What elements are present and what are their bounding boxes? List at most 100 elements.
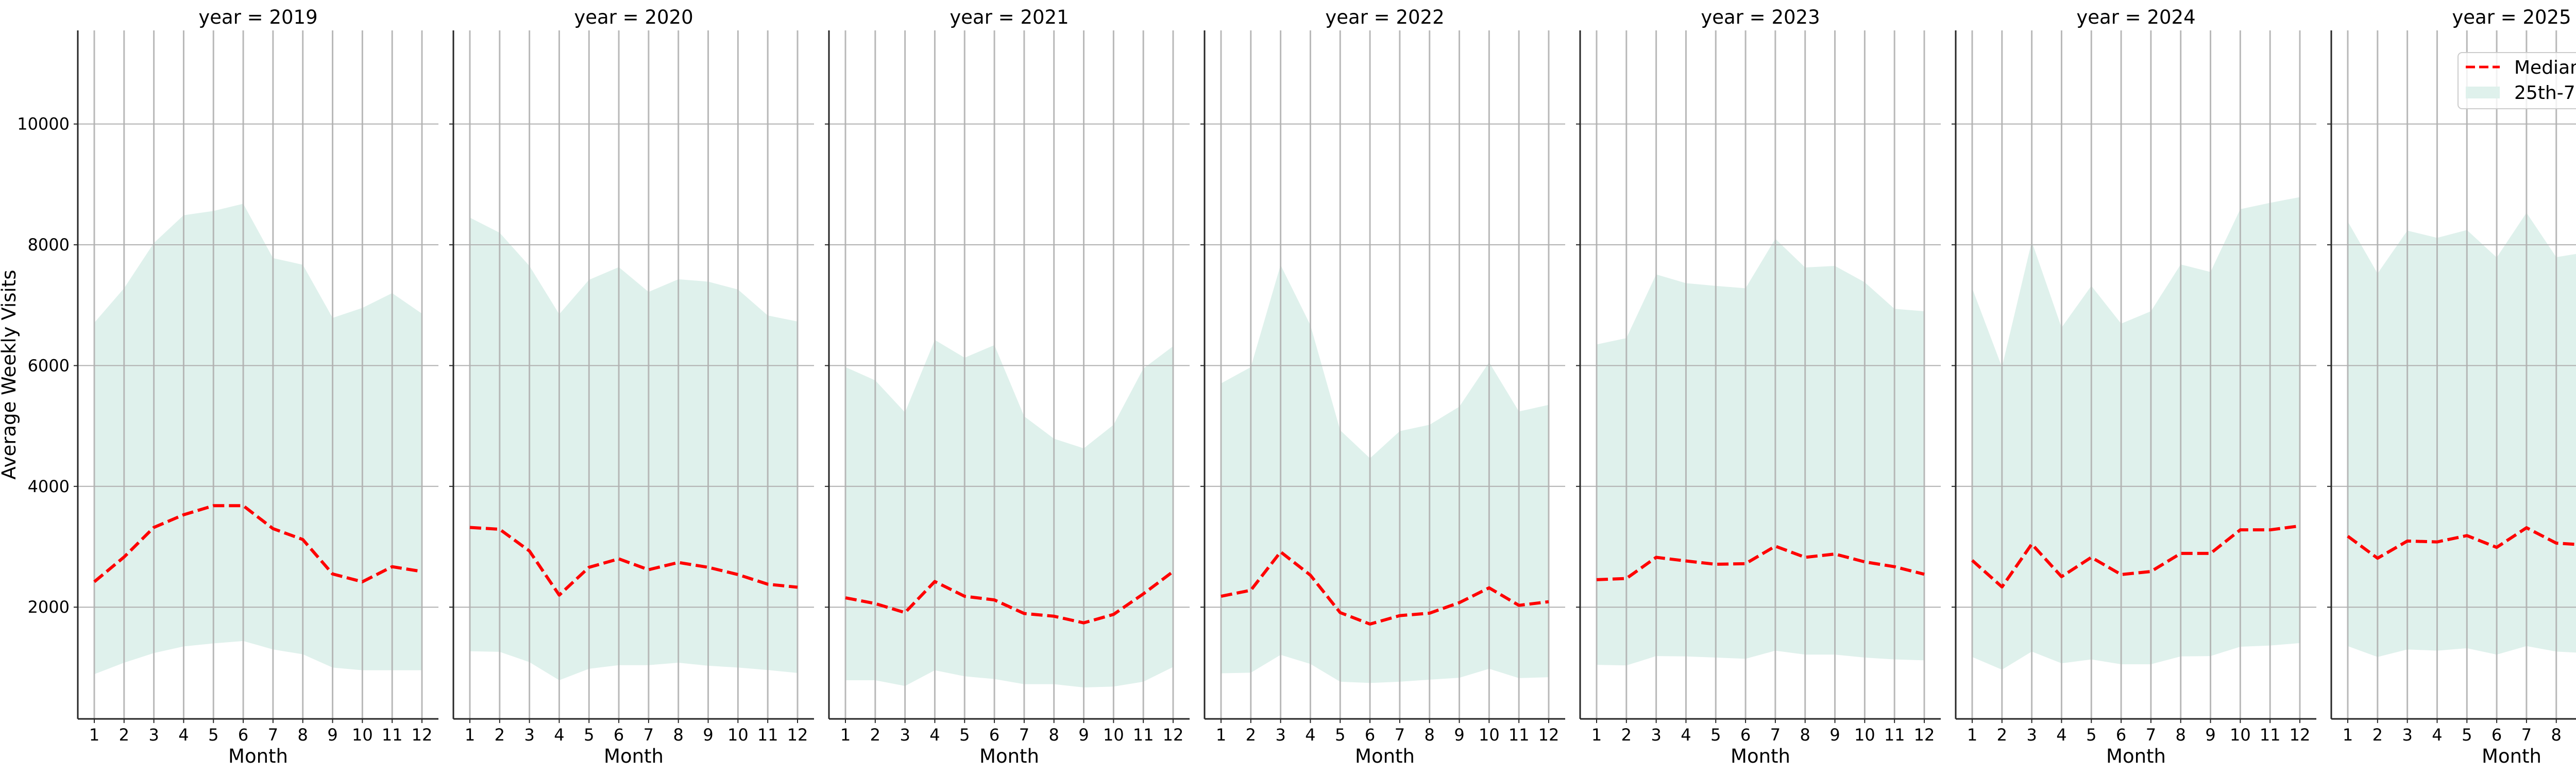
x-tick-label: 10: [1854, 725, 1875, 745]
x-tick-label: 11: [2260, 725, 2281, 745]
median-line: [1971, 524, 2300, 589]
panel-title: year = 2020: [574, 6, 693, 28]
x-tick-label: 5: [208, 725, 218, 745]
x-tick-label: 11: [1133, 725, 1154, 745]
x-tick-label: 5: [1335, 725, 1345, 745]
x-axis-label: Month: [228, 745, 288, 767]
median-line: [2347, 526, 2576, 560]
x-tick-label: 4: [178, 725, 189, 745]
x-tick-label: 10: [352, 725, 373, 745]
x-tick-label: 3: [1275, 725, 1285, 745]
x-tick-label: 1: [465, 725, 475, 745]
percentile-band: [94, 204, 422, 675]
x-tick-label: 7: [643, 725, 654, 745]
x-tick-label: 8: [1049, 725, 1059, 745]
x-tick-label: 5: [2086, 725, 2096, 745]
median-line: [1221, 550, 1549, 626]
x-tick-label: 1: [1216, 725, 1226, 745]
x-tick-label: 9: [703, 725, 713, 745]
y-tick-label: 2000: [28, 597, 70, 617]
x-tick-label: 12: [2290, 725, 2311, 745]
x-tick-label: 2: [1246, 725, 1256, 745]
x-tick-label: 8: [673, 725, 684, 745]
x-tick-label: 6: [238, 725, 248, 745]
percentile-band: [1597, 239, 1924, 666]
x-tick-label: 1: [1591, 725, 1602, 745]
x-tick-label: 1: [840, 725, 851, 745]
panel-title: year = 2019: [198, 6, 317, 28]
x-tick-label: 9: [327, 725, 337, 745]
y-tick-label: 4000: [28, 477, 70, 496]
panel-title: year = 2022: [1325, 6, 1444, 28]
x-tick-label: 1: [89, 725, 99, 745]
x-tick-label: 9: [1829, 725, 1840, 745]
x-tick-label: 12: [1538, 725, 1560, 745]
x-axis-label: Month: [1355, 745, 1415, 767]
x-tick-label: 3: [524, 725, 534, 745]
x-tick-label: 3: [1651, 725, 1661, 745]
median-line: [469, 526, 798, 597]
x-tick-label: 11: [1509, 725, 1530, 745]
x-tick-label: 12: [787, 725, 808, 745]
x-tick-label: 9: [2205, 725, 2215, 745]
y-axis-label: Average Weekly Visits: [0, 270, 20, 479]
x-tick-label: 8: [298, 725, 308, 745]
y-tick-label: 8000: [28, 235, 70, 255]
x-tick-label: 2: [2372, 725, 2383, 745]
x-tick-label: 7: [1019, 725, 1029, 745]
x-tick-label: 3: [148, 725, 159, 745]
y-tick-label: 10000: [17, 114, 70, 134]
x-tick-label: 3: [2402, 725, 2412, 745]
percentile-band: [1972, 197, 2300, 670]
panel-title: year = 2023: [1701, 6, 1820, 28]
x-tick-label: 6: [2492, 725, 2502, 745]
x-tick-label: 2: [870, 725, 880, 745]
percentile-band: [1221, 265, 1549, 683]
x-tick-label: 6: [2116, 725, 2126, 745]
x-tick-label: 8: [2551, 725, 2562, 745]
x-tick-label: 6: [614, 725, 624, 745]
x-tick-label: 12: [1163, 725, 1184, 745]
x-tick-label: 7: [2521, 725, 2532, 745]
x-tick-label: 11: [382, 725, 403, 745]
x-tick-label: 4: [2056, 725, 2066, 745]
x-tick-label: 12: [1914, 725, 1935, 745]
x-tick-label: 2: [119, 725, 129, 745]
legend-band-swatch: [2466, 87, 2500, 98]
x-tick-label: 3: [900, 725, 910, 745]
x-tick-label: 7: [1395, 725, 1405, 745]
x-tick-label: 7: [2146, 725, 2156, 745]
median-line: [1596, 544, 1925, 581]
x-axis-label: Month: [2482, 745, 2541, 767]
panel-title: year = 2024: [2076, 6, 2195, 28]
x-tick-label: 4: [1305, 725, 1315, 745]
x-tick-label: 11: [757, 725, 778, 745]
x-axis-label: Month: [2106, 745, 2166, 767]
x-tick-label: 7: [1770, 725, 1781, 745]
x-tick-label: 1: [2343, 725, 2353, 745]
x-tick-label: 4: [1681, 725, 1691, 745]
legend-median-label: Median: [2514, 57, 2576, 78]
x-tick-label: 10: [1479, 725, 1500, 745]
panel-title: year = 2025: [2452, 6, 2571, 28]
x-tick-label: 4: [2432, 725, 2442, 745]
x-tick-label: 2: [495, 725, 505, 745]
x-tick-label: 2: [1621, 725, 1632, 745]
x-tick-label: 10: [2230, 725, 2251, 745]
x-tick-label: 12: [412, 725, 433, 745]
x-tick-label: 6: [1365, 725, 1375, 745]
legend-band-label: 25th-75th Percentile: [2514, 82, 2576, 104]
x-tick-label: 5: [584, 725, 594, 745]
x-tick-label: 10: [1103, 725, 1124, 745]
panel-title: year = 2021: [950, 6, 1069, 28]
x-tick-label: 9: [1078, 725, 1089, 745]
x-tick-label: 8: [2176, 725, 2186, 745]
x-tick-label: 8: [1425, 725, 1435, 745]
